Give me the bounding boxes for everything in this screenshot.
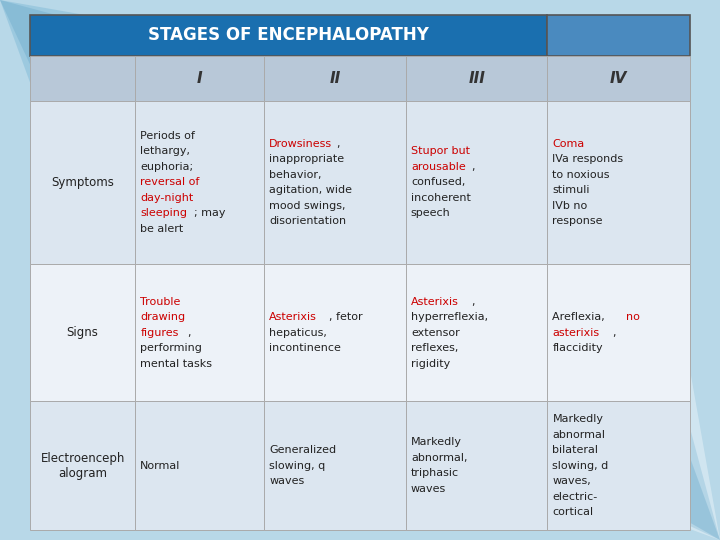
Text: Asterixis: Asterixis — [269, 312, 318, 322]
Text: Coma: Coma — [552, 139, 585, 148]
Text: triphasic: triphasic — [411, 468, 459, 478]
Bar — [30, 264, 135, 401]
Text: III: III — [468, 71, 485, 86]
Bar — [264, 101, 406, 264]
Bar — [264, 401, 406, 530]
Text: Electroenceph
alogram: Electroenceph alogram — [40, 451, 125, 480]
Bar — [406, 56, 547, 101]
Text: confused,: confused, — [411, 177, 465, 187]
Text: Markedly: Markedly — [552, 414, 603, 424]
Bar — [406, 264, 547, 401]
Text: IVb no: IVb no — [552, 201, 588, 211]
Text: Trouble: Trouble — [140, 296, 181, 307]
Text: Periods of: Periods of — [140, 131, 195, 141]
Text: slowing, q: slowing, q — [269, 461, 325, 471]
Text: ,: , — [336, 139, 340, 148]
Text: figures: figures — [140, 328, 179, 338]
Bar — [406, 401, 547, 530]
Wedge shape — [513, 323, 720, 540]
Text: inappropriate: inappropriate — [269, 154, 344, 164]
Text: Normal: Normal — [140, 461, 181, 471]
Text: ,: , — [613, 328, 616, 338]
Text: Generalized: Generalized — [269, 445, 336, 455]
Text: response: response — [552, 216, 603, 226]
Text: IV: IV — [610, 71, 627, 86]
Wedge shape — [582, 390, 720, 540]
Text: ,: , — [471, 162, 474, 172]
Bar — [547, 56, 690, 101]
Text: waves,: waves, — [552, 476, 591, 486]
Text: incoherent: incoherent — [411, 193, 471, 203]
Wedge shape — [0, 0, 125, 118]
Text: behavior,: behavior, — [269, 170, 322, 180]
Bar — [547, 101, 690, 264]
Text: speech: speech — [411, 208, 451, 218]
Text: Asterixis: Asterixis — [411, 296, 459, 307]
Text: ,: , — [187, 328, 190, 338]
Bar — [547, 401, 690, 530]
Text: , fetor: , fetor — [329, 312, 363, 322]
Text: agitation, wide: agitation, wide — [269, 185, 352, 195]
Text: sleeping: sleeping — [140, 208, 187, 218]
Text: STAGES OF ENCEPHALOPATHY: STAGES OF ENCEPHALOPATHY — [148, 26, 429, 44]
Text: IVa responds: IVa responds — [552, 154, 624, 164]
Bar — [547, 15, 690, 56]
Text: lethargy,: lethargy, — [140, 146, 190, 157]
Text: reversal of: reversal of — [140, 177, 199, 187]
Text: performing: performing — [140, 343, 202, 353]
Text: mood swings,: mood swings, — [269, 201, 346, 211]
Text: arousable: arousable — [411, 162, 466, 172]
Text: incontinence: incontinence — [269, 343, 341, 353]
Bar — [264, 56, 406, 101]
Text: euphoria;: euphoria; — [140, 162, 194, 172]
Text: Symptoms: Symptoms — [51, 176, 114, 189]
Bar — [30, 15, 547, 56]
Text: abnormal,: abnormal, — [411, 453, 467, 463]
Text: slowing, d: slowing, d — [552, 461, 608, 471]
Text: bilateral: bilateral — [552, 445, 598, 455]
Bar — [30, 101, 135, 264]
Wedge shape — [548, 356, 720, 540]
Text: Markedly: Markedly — [411, 437, 462, 447]
Text: II: II — [330, 71, 341, 86]
Bar — [264, 264, 406, 401]
Text: electric-: electric- — [552, 491, 598, 502]
Bar — [135, 401, 264, 530]
Text: Areflexia,: Areflexia, — [552, 312, 608, 322]
Wedge shape — [0, 0, 158, 150]
Text: waves: waves — [269, 476, 305, 486]
Text: drawing: drawing — [140, 312, 185, 322]
Text: Stupor but: Stupor but — [411, 146, 470, 157]
Text: day-night: day-night — [140, 193, 194, 203]
Text: ; may: ; may — [194, 208, 225, 218]
Text: ,: , — [471, 296, 474, 307]
Text: abnormal: abnormal — [552, 430, 606, 440]
Bar — [30, 56, 135, 101]
Text: mental tasks: mental tasks — [140, 359, 212, 369]
Text: be alert: be alert — [140, 224, 184, 234]
Bar — [547, 264, 690, 401]
Text: cortical: cortical — [552, 507, 593, 517]
Text: to noxious: to noxious — [552, 170, 610, 180]
Text: hyperreflexia,: hyperreflexia, — [411, 312, 488, 322]
Text: Signs: Signs — [67, 326, 99, 339]
Text: flaccidity: flaccidity — [552, 343, 603, 353]
Text: extensor: extensor — [411, 328, 459, 338]
Bar — [135, 101, 264, 264]
Text: Drowsiness: Drowsiness — [269, 139, 333, 148]
Text: waves: waves — [411, 484, 446, 494]
Text: asterixis: asterixis — [552, 328, 600, 338]
Bar — [406, 101, 547, 264]
Bar — [135, 56, 264, 101]
Text: hepaticus,: hepaticus, — [269, 328, 327, 338]
Text: disorientation: disorientation — [269, 216, 346, 226]
Bar — [30, 401, 135, 530]
Text: reflexes,: reflexes, — [411, 343, 459, 353]
Text: stimuli: stimuli — [552, 185, 590, 195]
Text: no: no — [626, 312, 639, 322]
Text: I: I — [197, 71, 202, 86]
Text: rigidity: rigidity — [411, 359, 450, 369]
Bar — [135, 264, 264, 401]
